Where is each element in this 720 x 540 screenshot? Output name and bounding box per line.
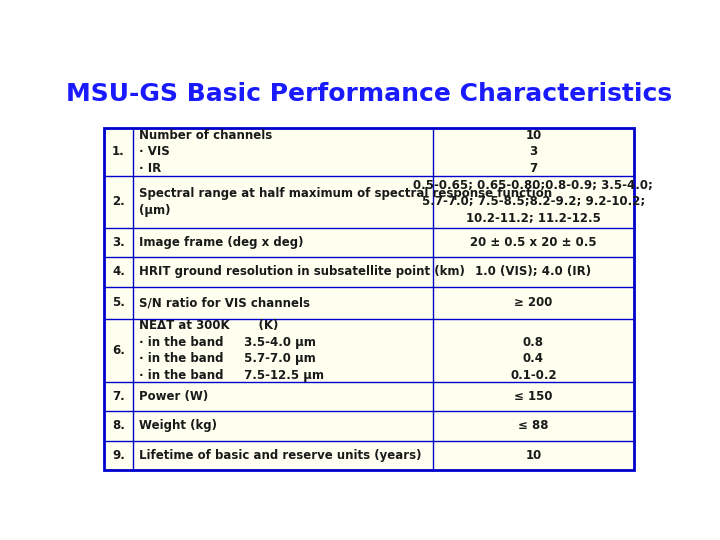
Text: Lifetime of basic and reserve units (years): Lifetime of basic and reserve units (yea… [138,449,421,462]
Text: 2.: 2. [112,195,125,208]
Text: 7.: 7. [112,390,125,403]
Text: 10: 10 [525,449,541,462]
Text: 20 ± 0.5 x 20 ± 0.5: 20 ± 0.5 x 20 ± 0.5 [470,236,597,249]
Text: Number of channels
· VIS
· IR: Number of channels · VIS · IR [138,129,271,175]
Text: 4.: 4. [112,266,125,279]
Bar [104,128,634,470]
Text: 10
3
7: 10 3 7 [525,129,541,175]
Text: 1.0 (VIS); 4.0 (IR): 1.0 (VIS); 4.0 (IR) [475,266,591,279]
Text: 6.: 6. [112,344,125,357]
Text: 9.: 9. [112,449,125,462]
Text: 3.: 3. [112,236,125,249]
Text: MSU-GS Basic Performance Characteristics: MSU-GS Basic Performance Characteristics [66,82,672,106]
Text: 0.8
0.4
0.1-0.2: 0.8 0.4 0.1-0.2 [510,319,557,382]
Text: 5.: 5. [112,296,125,309]
Text: ≥ 200: ≥ 200 [514,296,552,309]
Text: Spectral range at half maximum of spectral response function
(µm): Spectral range at half maximum of spectr… [138,187,552,217]
Text: 1.: 1. [112,145,125,158]
Text: 0.5-0.65; 0.65-0.80;0.8-0.9; 3.5-4.0;
5.7-7.0; 7.5-8.5;8.2-9.2; 9.2-10.2;
10.2-1: 0.5-0.65; 0.65-0.80;0.8-0.9; 3.5-4.0; 5.… [413,179,653,225]
Text: Image frame (deg x deg): Image frame (deg x deg) [138,236,303,249]
Text: Weight (kg): Weight (kg) [138,420,217,433]
Text: ≤ 88: ≤ 88 [518,420,549,433]
Text: 8.: 8. [112,420,125,433]
Text: Power (W): Power (W) [138,390,208,403]
Text: NEΔT at 300K       (K)
· in the band     3.5-4.0 µm
· in the band     5.7-7.0 µm: NEΔT at 300K (K) · in the band 3.5-4.0 µ… [138,319,323,382]
Text: ≤ 150: ≤ 150 [514,390,552,403]
Text: S/N ratio for VIS channels: S/N ratio for VIS channels [138,296,310,309]
Text: HRIT ground resolution in subsatellite point (km): HRIT ground resolution in subsatellite p… [138,266,464,279]
